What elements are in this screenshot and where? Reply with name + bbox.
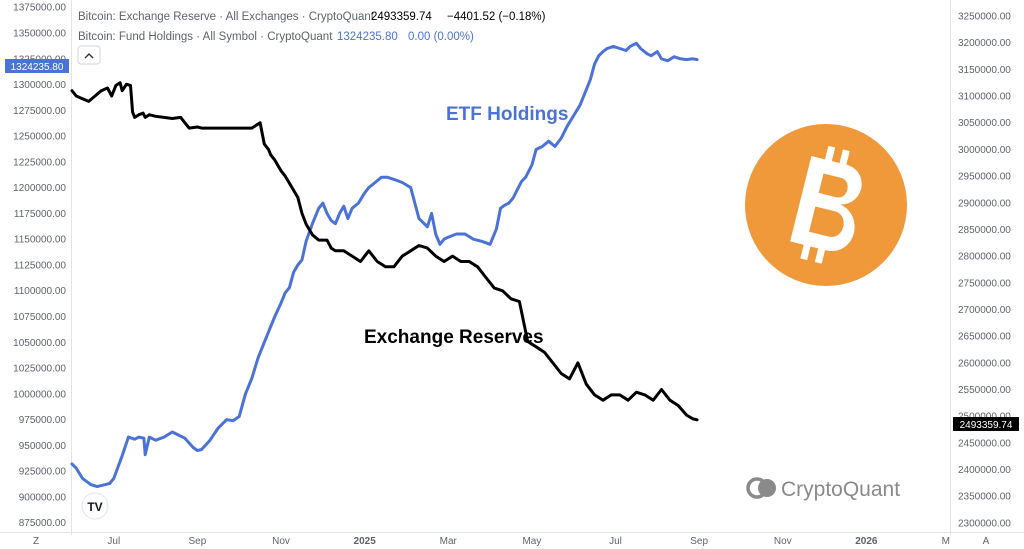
watermark-text: CryptoQuant	[781, 478, 900, 501]
corner-button-right[interactable]: A	[983, 536, 990, 547]
legend-label-exchange-reserve: Bitcoin: Exchange Reserve · All Exchange…	[78, 11, 375, 23]
x-tick-label: Mar	[440, 536, 458, 547]
left-tick-label: 1025000.00	[13, 364, 66, 375]
left-tick-label: 1125000.00	[14, 260, 67, 271]
x-tick-label: Nov	[774, 536, 792, 547]
right-axis-marker: 2493359.74	[953, 417, 1019, 431]
x-tick-label: Jul	[609, 536, 622, 547]
legend-collapse-button[interactable]	[77, 45, 101, 65]
left-axis-ticks: 1375000.001350000.001325000.001300000.00…	[13, 3, 66, 530]
corner-button-left[interactable]: Z	[33, 536, 39, 547]
legend[interactable]: Bitcoin: Exchange Reserve · All Exchange…	[78, 11, 546, 43]
tradingview-logo-icon[interactable]: TV	[81, 492, 109, 520]
left-tick-label: 1300000.00	[13, 80, 66, 91]
right-tick-label: 2350000.00	[958, 492, 1011, 503]
left-tick-label: 1375000.00	[13, 3, 66, 14]
right-tick-label: 2550000.00	[958, 385, 1011, 396]
right-tick-label: 2300000.00	[958, 518, 1011, 529]
left-tick-label: 1275000.00	[13, 106, 66, 117]
left-tick-label: 925000.00	[19, 467, 67, 478]
right-tick-label: 2600000.00	[958, 358, 1011, 369]
right-tick-label: 2750000.00	[958, 278, 1011, 289]
right-tick-label: 3200000.00	[958, 38, 1011, 49]
x-axis-ticks: Jul Sep Nov 2025 Mar May Jul Sep Nov 2026 M	[107, 536, 950, 547]
right-tick-label: 3150000.00	[958, 65, 1011, 76]
left-tick-label: 950000.00	[19, 441, 67, 452]
svg-text:TV: TV	[87, 500, 102, 514]
right-tick-label: 2450000.00	[958, 438, 1011, 449]
x-tick-label: 2025	[354, 536, 377, 547]
series-line-exchange-reserves	[70, 81, 699, 422]
right-tick-label: 2850000.00	[958, 225, 1011, 236]
right-axis-marker-label: 2493359.74	[960, 420, 1013, 431]
x-tick-label: Jul	[107, 536, 120, 547]
bitcoin-logo-icon	[745, 124, 907, 286]
right-tick-label: 3250000.00	[958, 12, 1011, 23]
right-tick-label: 2950000.00	[958, 172, 1011, 183]
x-tick-label: May	[522, 536, 541, 547]
legend-change-fund-holdings: 0.00 (0.00%)	[408, 31, 474, 43]
cryptoquant-watermark: CryptoQuant	[746, 477, 900, 501]
cryptoquant-logo-icon	[746, 477, 776, 499]
left-tick-label: 1225000.00	[13, 157, 66, 168]
right-tick-label: 3050000.00	[958, 118, 1011, 129]
left-tick-label: 1050000.00	[13, 338, 66, 349]
left-tick-label: 1250000.00	[13, 132, 66, 143]
legend-value-exchange-reserve: 2493359.74	[371, 11, 432, 23]
legend-label-fund-holdings: Bitcoin: Fund Holdings · All Symbol · Cr…	[78, 31, 333, 43]
left-axis-marker: 1324235.80	[5, 59, 69, 73]
x-tick-label: M	[942, 536, 950, 547]
right-tick-label: 2900000.00	[958, 198, 1011, 209]
x-tick-label: Sep	[690, 536, 708, 547]
left-tick-label: 1200000.00	[13, 183, 66, 194]
left-tick-label: 1175000.00	[14, 209, 67, 220]
x-tick-label: Sep	[189, 536, 207, 547]
left-tick-label: 1100000.00	[14, 286, 67, 297]
legend-change-exchange-reserve: −4401.52 (−0.18%)	[447, 11, 546, 23]
x-tick-label: 2026	[855, 536, 878, 547]
annotation-exchange-reserves: Exchange Reserves	[364, 327, 544, 348]
left-tick-label: 975000.00	[19, 415, 67, 426]
right-tick-label: 2400000.00	[958, 465, 1011, 476]
left-tick-label: 900000.00	[19, 492, 67, 503]
right-axis-ticks: 3250000.00 3200000.00 3150000.00 3100000.00…	[958, 12, 1011, 530]
right-tick-label: 3100000.00	[958, 92, 1011, 103]
chevron-up-icon	[84, 53, 94, 59]
right-tick-label: 2650000.00	[958, 332, 1011, 343]
left-axis-marker-label: 1324235.80	[11, 62, 64, 73]
left-tick-label: 1000000.00	[13, 389, 66, 400]
legend-value-fund-holdings: 1324235.80	[337, 31, 398, 43]
right-tick-label: 2800000.00	[958, 252, 1011, 263]
left-tick-label: 1075000.00	[13, 312, 66, 323]
series-line-etf-holdings	[70, 41, 699, 489]
annotation-etf-holdings: ETF Holdings	[446, 104, 568, 125]
left-tick-label: 875000.00	[19, 518, 67, 529]
left-tick-label: 1150000.00	[14, 235, 67, 246]
left-tick-label: 1350000.00	[13, 28, 66, 39]
right-tick-label: 2700000.00	[958, 305, 1011, 316]
right-tick-label: 3000000.00	[958, 145, 1011, 156]
x-tick-label: Nov	[272, 536, 290, 547]
